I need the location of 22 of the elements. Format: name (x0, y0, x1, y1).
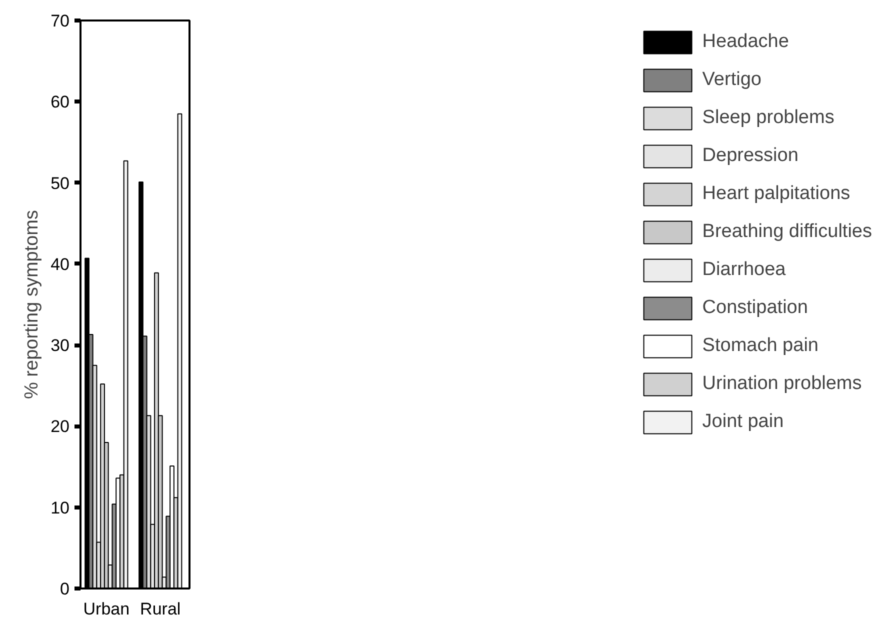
y-tick-label: 60 (50, 92, 70, 112)
legend-label: Urination problems (702, 372, 862, 396)
legend-label: Constipation (702, 296, 808, 320)
y-tick-label: 40 (50, 254, 70, 274)
x-tick-label: Urban (83, 600, 130, 618)
legend-label: Depression (702, 144, 798, 168)
legend-label: Breathing difficulties (702, 220, 872, 244)
y-axis-title: % reporting symptoms (22, 210, 43, 400)
x-tick-label: Rural (140, 600, 181, 618)
legend-label: Heart palpitations (702, 182, 850, 206)
y-tick-label: 30 (50, 336, 70, 356)
legend-label: Vertigo (702, 68, 762, 92)
legend-label: Joint pain (702, 410, 784, 434)
legend-label: Sleep problems (702, 106, 834, 130)
y-tick-label: 10 (50, 498, 70, 518)
y-tick-label: 50 (50, 174, 70, 193)
legend-label: Diarrhoea (702, 258, 786, 282)
y-tick-label: 20 (50, 417, 70, 436)
legend-label: Stomach pain (702, 334, 818, 358)
y-tick-label: 70 (50, 12, 70, 30)
legend-label: Headache (702, 30, 789, 54)
y-tick-label: 0 (60, 580, 70, 598)
